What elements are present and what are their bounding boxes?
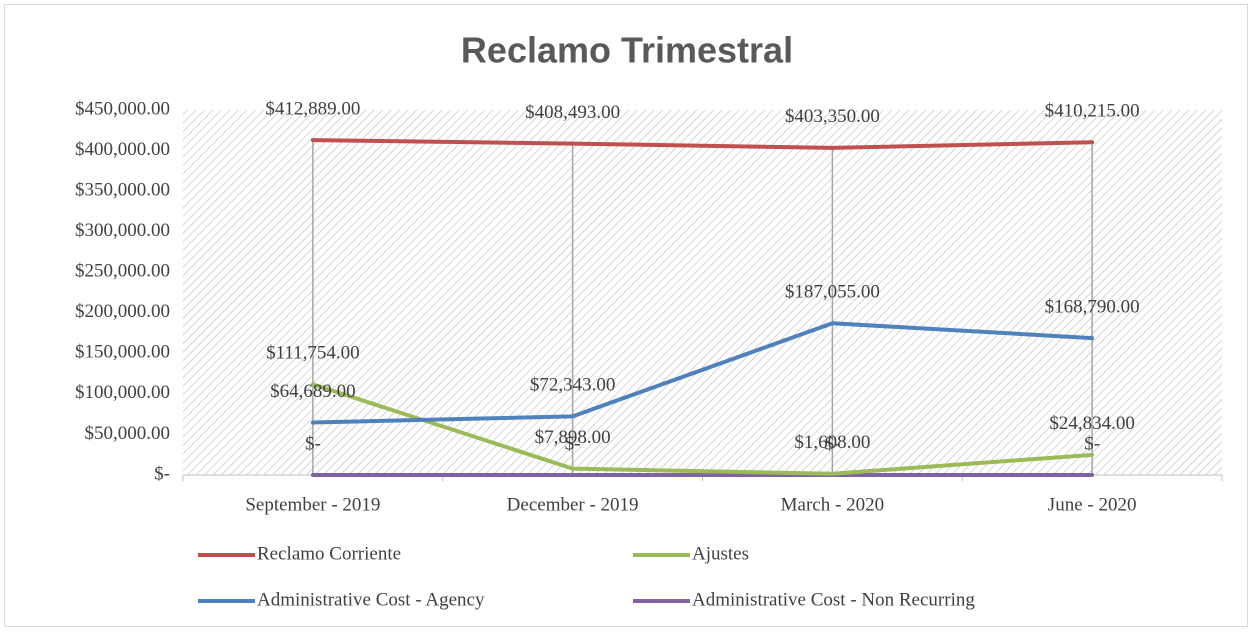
- data-label: $403,350.00: [785, 106, 880, 127]
- data-label: $187,055.00: [785, 282, 880, 303]
- x-tick-label: December - 2019: [507, 494, 639, 515]
- legend-label: Administrative Cost - Agency: [257, 589, 485, 610]
- data-label: $7,898.00: [535, 427, 611, 448]
- y-tick-label: $-: [154, 463, 170, 484]
- data-label: $168,790.00: [1045, 296, 1140, 317]
- x-tick-label: June - 2020: [1048, 494, 1137, 515]
- data-label: $408,493.00: [525, 102, 620, 123]
- series-line: [310, 382, 1095, 476]
- y-tick-label: $200,000.00: [75, 301, 170, 322]
- x-tick-label: March - 2020: [781, 494, 884, 515]
- y-tick-label: $100,000.00: [75, 382, 170, 403]
- y-tick-label: $250,000.00: [75, 261, 170, 282]
- data-label: $-: [305, 433, 321, 454]
- y-tick-label: $350,000.00: [75, 179, 170, 200]
- data-label: $64,689.00: [270, 381, 356, 402]
- x-tick-label: September - 2019: [245, 494, 380, 515]
- y-tick-label: $400,000.00: [75, 139, 170, 160]
- legend-label: Ajustes: [692, 543, 749, 564]
- series-line: [310, 321, 1095, 425]
- y-tick-label: $50,000.00: [85, 423, 171, 444]
- data-label: $412,889.00: [265, 98, 360, 119]
- chart-title: Reclamo Trimestral: [461, 30, 793, 71]
- data-label: $111,754.00: [266, 343, 360, 364]
- data-label: $72,343.00: [530, 375, 616, 396]
- legend-label: Administrative Cost - Non Recurring: [692, 589, 975, 610]
- y-tick-label: $450,000.00: [75, 98, 170, 119]
- y-tick-label: $150,000.00: [75, 342, 170, 363]
- series-line: [310, 138, 1095, 150]
- data-label: $-: [824, 433, 840, 454]
- data-label: $410,215.00: [1045, 101, 1140, 122]
- data-label: $-: [565, 433, 581, 454]
- y-tick-label: $300,000.00: [75, 220, 170, 241]
- legend-label: Reclamo Corriente: [257, 543, 401, 564]
- data-label: $1,608.00: [794, 432, 870, 453]
- data-label: $24,834.00: [1049, 413, 1135, 434]
- plot-area: [183, 110, 1222, 475]
- data-label: $-: [1084, 433, 1100, 454]
